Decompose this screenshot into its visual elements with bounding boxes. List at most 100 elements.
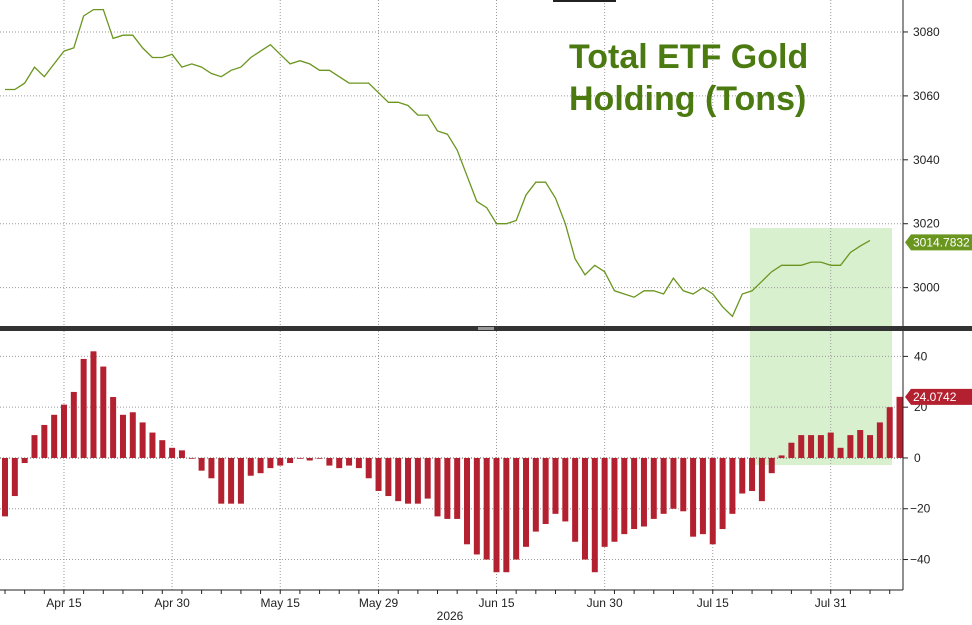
bar [581,457,588,560]
bar [690,457,697,537]
bar [149,432,156,458]
bar [896,396,903,458]
bar [827,432,834,458]
bar [719,457,726,530]
bottom-y-tick-label: 40 [914,349,928,363]
top-y-axis: 3000 3020 3040 3060 3080 [903,25,940,295]
x-tick-label: May 29 [359,596,399,610]
bar [522,457,529,547]
bottom-badge-shape [905,388,972,405]
bar [729,457,736,514]
bar [749,457,756,491]
top-badge-shape [905,234,972,251]
bar [660,457,667,514]
bar [837,447,844,458]
bar [788,442,795,458]
bar [41,424,48,458]
bar [414,457,421,504]
top-y-tick-label: 3060 [913,89,940,103]
bar [385,457,392,497]
bar [2,457,8,517]
bar [169,447,176,458]
bar [473,457,480,555]
x-tick-label: Jul 15 [697,596,729,610]
bar [159,440,166,458]
bar [739,457,746,494]
bar [857,430,864,458]
bar [336,457,343,469]
bar [306,457,313,461]
bar [21,457,28,464]
top-badge-text: 3014.7832 [913,235,970,249]
bar [758,457,765,502]
bar [326,457,333,466]
top-y-tick-label: 3000 [913,281,940,295]
bar [464,457,471,545]
chart-title-line-2: Holding (Tons) [569,80,806,118]
bar [552,457,559,514]
bar [424,457,431,499]
x-tick-label: May 15 [261,596,301,610]
bar [375,457,382,491]
bar [493,457,500,573]
holding-line [5,8,871,318]
bar [355,457,362,469]
bar [51,414,58,458]
bottom-badge-text: 24.0742 [913,390,957,404]
bar [454,457,461,519]
bar [562,457,569,522]
x-tick-label: Apr 15 [46,596,82,610]
bar [631,457,638,530]
bar [601,457,608,547]
bar [346,457,353,466]
bar [503,457,510,573]
bar [886,407,893,458]
bar [572,457,579,542]
bar [80,358,87,458]
bar [876,422,883,458]
bar [60,404,67,458]
bar [100,366,107,458]
bar [798,435,805,458]
bar [542,457,549,524]
bar [670,457,677,509]
bar-series [2,351,903,573]
bar [709,457,716,545]
year-label: 2026 [437,609,464,623]
bar [237,457,244,504]
top-last-value-badge: 3014.7832 [905,234,972,251]
bar [90,351,97,458]
bar [208,457,215,479]
bar [699,457,706,535]
bar [316,457,323,459]
bar [110,397,117,458]
bar [650,457,657,519]
bar [139,422,146,458]
bar [228,457,235,504]
bar [611,457,618,542]
x-tick-label: Apr 30 [154,596,190,610]
top-panel-grid [0,31,903,289]
bar [31,435,38,458]
bar [119,414,126,458]
bar [640,457,647,527]
bar [129,412,136,458]
bar [178,450,185,458]
bar [287,457,294,464]
bar [621,457,628,535]
bar [680,457,687,512]
bar [247,457,254,476]
panel-splitter-handle[interactable] [478,327,494,330]
bottom-y-tick-label: −40 [910,553,931,567]
bar [768,457,775,474]
top-y-tick-label: 3020 [913,217,940,231]
bar [395,457,402,502]
bottom-y-tick-label: 0 [914,451,921,465]
bar [296,457,303,459]
bar [267,457,274,469]
bar [198,457,205,471]
bar [483,457,490,560]
bar [778,455,785,458]
bar [808,435,815,458]
